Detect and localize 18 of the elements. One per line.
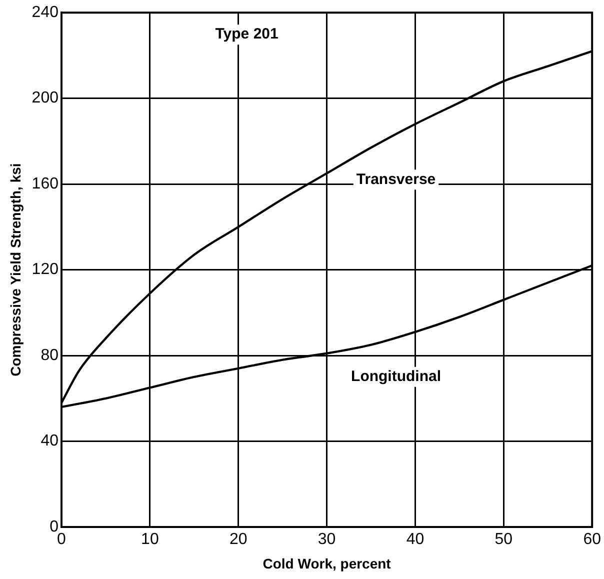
series-label: Longitudinal	[351, 368, 442, 385]
y-tick-label: 160	[32, 175, 59, 192]
y-tick-label: 120	[32, 261, 59, 278]
x-tick-label: 20	[229, 531, 248, 548]
x-tick-label: 30	[318, 531, 336, 548]
x-tick-label: 50	[494, 531, 513, 548]
y-tick-label: 200	[32, 90, 59, 107]
y-tick-label: 240	[32, 4, 59, 22]
y-tick-label: 0	[50, 518, 59, 536]
x-tick-label: 40	[406, 531, 424, 548]
text: Type 201	[215, 26, 278, 43]
x-tick-label: 10	[141, 531, 159, 548]
x-axis-title: Cold Work, percent	[262, 555, 392, 572]
series-label: Transverse	[356, 170, 436, 188]
x-tick-label: 60	[583, 531, 602, 548]
y-tick-label: 80	[40, 346, 59, 364]
y-axis-title: Compressive Yield Strength, ksi	[7, 163, 24, 376]
y-tick-label: 40	[40, 432, 59, 450]
